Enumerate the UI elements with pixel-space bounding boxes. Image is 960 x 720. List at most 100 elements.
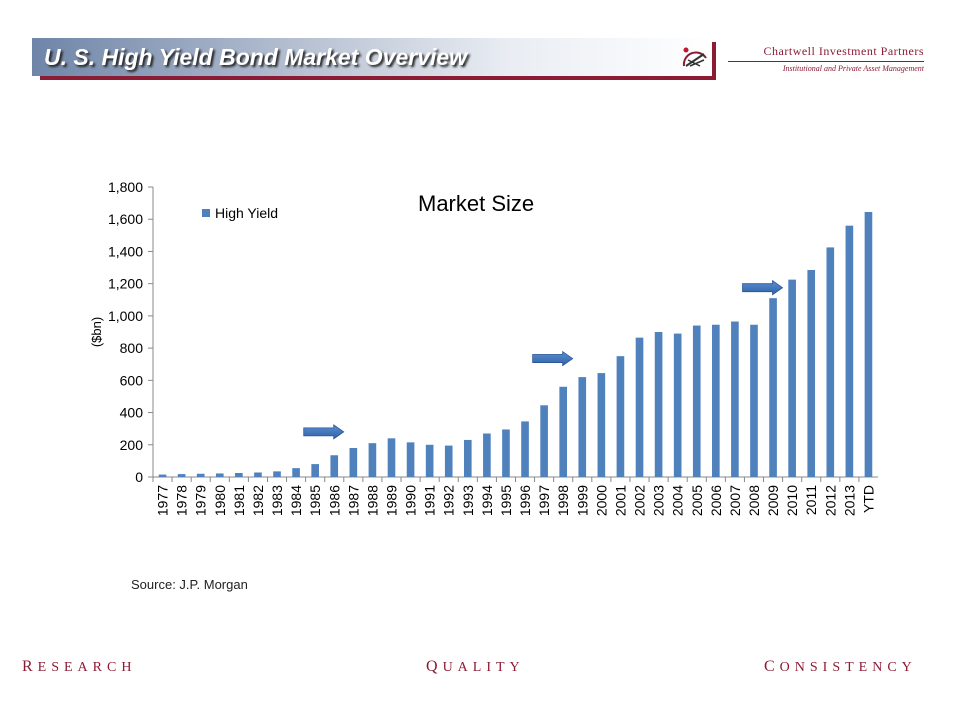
x-tick-label: 1999 [574, 485, 590, 516]
x-tick-label: 2006 [708, 485, 724, 516]
firm-logo: Chartwell Investment Partners Institutio… [728, 44, 924, 73]
x-tick-label: 1982 [250, 485, 266, 516]
y-tick-label: 1,600 [108, 211, 143, 227]
x-tick-label: 1985 [307, 485, 323, 516]
x-tick-label: 1988 [364, 485, 380, 516]
x-tick-label: YTD [860, 485, 876, 513]
bar-1992 [444, 445, 453, 477]
x-tick-label: 2007 [727, 485, 743, 516]
bar-1991 [425, 444, 434, 477]
bar-1984 [292, 468, 300, 477]
bar-1986 [330, 455, 339, 477]
bar-1996 [521, 421, 529, 477]
x-tick-label: 1994 [479, 485, 495, 516]
page-title: U. S. High Yield Bond Market Overview [44, 44, 468, 70]
bar-2000 [597, 373, 606, 477]
y-tick-label: 800 [120, 340, 144, 356]
x-tick-label: 1979 [193, 485, 209, 516]
bar-2002 [635, 337, 644, 477]
bar-2009 [769, 298, 777, 477]
bar-1977 [158, 474, 167, 477]
x-tick-label: 2004 [670, 485, 686, 516]
bar-2011 [807, 269, 816, 477]
y-tick-labels: 0 200 400 600 800 1,000 1,200 1,400 1,600 1,800 [108, 179, 153, 485]
x-tick-label: 2003 [651, 485, 667, 516]
bar-1999 [578, 377, 587, 477]
x-tick-label: 2000 [593, 485, 609, 516]
right-arrow-icon [303, 424, 345, 440]
footer-word-consistency: CONSISTENCY [764, 658, 917, 675]
bar-1993 [463, 439, 472, 477]
x-tick-label: 1986 [326, 485, 342, 516]
bar-2006 [712, 324, 720, 477]
bar-1979 [196, 473, 205, 477]
x-tick-label: 1983 [269, 485, 285, 516]
bar-2008 [750, 324, 758, 477]
bar-ytd [864, 211, 873, 477]
bar-1994 [483, 433, 491, 477]
x-tick-label: 1977 [155, 485, 171, 516]
bar-2012 [826, 247, 835, 477]
bar-2004 [673, 333, 682, 477]
x-tick-label: 1995 [498, 485, 514, 516]
title-bar: U. S. High Yield Bond Market Overview [32, 38, 712, 76]
bar-2005 [692, 325, 701, 477]
source-note: Source: J.P. Morgan [131, 577, 248, 592]
compass-logo-icon [682, 47, 707, 67]
bar-1987 [349, 448, 358, 477]
bar-1982 [254, 472, 262, 477]
y-tick-label: 0 [135, 469, 143, 485]
legend-label: High Yield [215, 205, 278, 221]
bar-1978 [177, 474, 186, 477]
bar-1980 [215, 473, 224, 477]
x-tick-label: 2010 [784, 485, 800, 516]
footer-word-quality: QUALITY [426, 658, 525, 675]
legend-swatch [202, 209, 210, 217]
bar-2013 [845, 225, 854, 477]
title-banner: U. S. High Yield Bond Market Overview [32, 38, 716, 80]
y-axis-label: ($bn) [89, 317, 104, 347]
x-tick-labels: 1977 1978 1979 1980 1981 1982 1983 1984 1985 1986… [152, 477, 876, 516]
x-tick-label: 1980 [212, 485, 228, 516]
y-tick-label: 600 [120, 372, 144, 388]
footer-word-research: RESEARCH [22, 658, 137, 675]
x-tick-label: 2012 [822, 485, 838, 516]
bar-1989 [387, 438, 396, 477]
bar-1998 [559, 386, 568, 477]
x-tick-label: 1984 [288, 485, 304, 516]
x-tick-label: 2005 [689, 485, 705, 516]
bar-1997 [540, 405, 548, 477]
y-tick-label: 1,200 [108, 276, 143, 292]
y-tick-label: 1,800 [108, 179, 143, 195]
firm-tagline: Institutional and Private Asset Manageme… [782, 64, 924, 73]
x-tick-label: 1991 [422, 485, 438, 516]
x-tick-label: 2001 [612, 485, 628, 516]
right-arrow-icon [742, 279, 784, 296]
y-tick-label: 400 [120, 405, 144, 421]
right-arrow-icon [532, 350, 574, 367]
x-tick-label: 2002 [632, 485, 648, 516]
x-tick-label: 1998 [555, 485, 571, 516]
firm-name: Chartwell Investment Partners [728, 44, 924, 62]
x-tick-label: 2009 [765, 485, 781, 516]
chart-title: Market Size [418, 191, 534, 216]
x-tick-label: 2008 [746, 485, 762, 516]
x-tick-label: 2013 [841, 485, 857, 516]
x-tick-label: 1993 [460, 485, 476, 516]
y-tick-label: 1,400 [108, 243, 143, 259]
x-tick-label: 1987 [345, 485, 361, 516]
x-tick-label: 1992 [441, 485, 457, 516]
bar-1995 [502, 429, 510, 477]
bar-series [158, 211, 873, 477]
y-tick-label: 200 [120, 437, 144, 453]
bar-2003 [654, 332, 663, 477]
bar-1990 [406, 442, 415, 477]
x-tick-label: 1997 [536, 485, 552, 516]
x-tick-label: 2011 [803, 485, 819, 515]
x-tick-label: 1978 [174, 485, 190, 516]
bar-1985 [311, 464, 319, 477]
x-tick-label: 1996 [517, 485, 533, 516]
bar-1981 [235, 472, 243, 477]
x-tick-label: 1981 [231, 485, 247, 516]
